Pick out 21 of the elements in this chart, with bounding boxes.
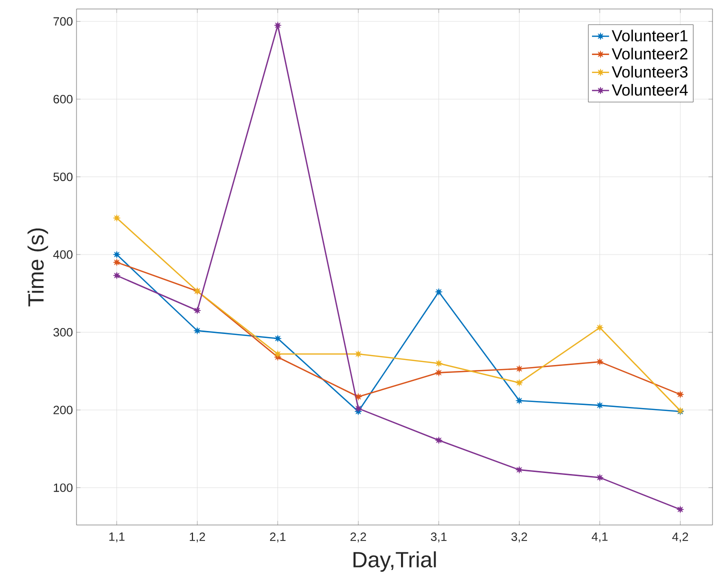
y-tick-label: 300 — [53, 328, 73, 337]
y-axis-title: Time (s) — [28, 228, 48, 306]
x-axis-title: Day,Trial — [354, 551, 436, 572]
legend-label: Volunteer4 — [612, 84, 688, 96]
y-tick-label: 400 — [53, 250, 73, 259]
legend-label: Volunteer3 — [612, 66, 688, 78]
y-tick-label: 100 — [54, 483, 73, 492]
x-tick-label: 3,1 — [430, 532, 447, 542]
x-tick-label: 4,2 — [672, 532, 688, 542]
y-tick-label: 700 — [54, 17, 73, 26]
x-tick-label: 3,2 — [511, 532, 528, 542]
x-tick-label: 1,2 — [190, 532, 205, 542]
legend-label: Volunteer2 — [612, 48, 688, 60]
x-tick-label: 2,1 — [270, 532, 286, 542]
x-tick-label: 2,2 — [350, 532, 366, 542]
x-tick-label: 1,1 — [109, 532, 125, 542]
y-tick-label: 600 — [54, 94, 73, 104]
x-tick-label: 4,1 — [592, 532, 608, 542]
y-tick-label: 500 — [53, 172, 73, 182]
legend-label: Volunteer1 — [612, 30, 688, 42]
y-tick-label: 200 — [54, 406, 73, 414]
